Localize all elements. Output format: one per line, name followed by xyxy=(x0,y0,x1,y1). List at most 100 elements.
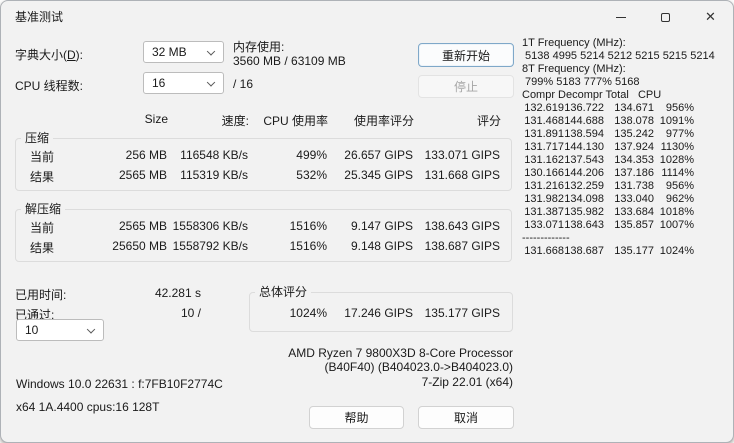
stats-cell: 132.619 xyxy=(524,102,564,114)
arch-info: x64 1A.4400 cpus:16 128T xyxy=(16,400,160,414)
cell-size: 256 MB xyxy=(125,148,167,162)
stats-row: 133.071 138.643 135.857 1007% xyxy=(522,219,732,232)
cell-speed: 116548 KB/s xyxy=(180,148,248,162)
titlebar: 基准测试 ✕ xyxy=(1,1,733,33)
chevron-down-icon xyxy=(86,325,96,334)
os-version: Windows 10.0 22631 : f:7FB10F2774C xyxy=(16,377,223,391)
minimize-icon xyxy=(615,16,626,18)
passes-label: 已通过: xyxy=(15,308,55,322)
cell-size: 25650 MB xyxy=(112,239,167,253)
decompression-group-label: 解压缩 xyxy=(21,202,66,216)
maximize-icon xyxy=(661,12,670,22)
stats-row: 131.891 138.594 135.242 977% xyxy=(522,128,732,141)
header-cpu-usage: CPU 使用率 xyxy=(263,114,328,128)
header-rating-per-usage: 使用率评分 xyxy=(353,114,414,128)
total-rating-value: 135.177 GIPS xyxy=(424,306,500,320)
stats-cell: 1114% xyxy=(661,167,694,179)
table-row: 结果 2565 MB 115319 KB/s 532% 25.345 GIPS … xyxy=(16,168,511,184)
cell-speed: 1558306 KB/s xyxy=(172,219,248,233)
memory-usage-value: 3560 MB / 63109 MB xyxy=(233,54,346,68)
passes-select[interactable]: 10 xyxy=(16,319,104,341)
cell-size: 2565 MB xyxy=(118,168,167,182)
results-table-header: Size 速度: CPU 使用率 使用率评分 评分 xyxy=(15,112,512,128)
stats-totals-row: 131.668 138.687 135.177 1024% xyxy=(522,245,732,258)
cell-cpu-usage: 499% xyxy=(296,148,327,162)
stats-cell: 144.206 xyxy=(564,167,604,179)
freq-8t-label: 8T Frequency (MHz): xyxy=(522,63,626,75)
stats-row: 131.216 132.259 131.738 956% xyxy=(522,180,732,193)
stats-total-compr: 131.668 xyxy=(524,245,564,257)
minimize-button[interactable] xyxy=(598,1,643,33)
freq-1t-values: 5138 4995 5214 5212 5215 5215 5214 xyxy=(522,50,715,62)
stats-cell: 131.387 xyxy=(524,206,564,218)
stats-cell: 131.162 xyxy=(524,154,564,166)
stats-cell: 137.186 xyxy=(614,167,654,179)
cell-rating: 138.687 GIPS xyxy=(424,239,500,253)
stats-cell: 134.353 xyxy=(614,154,654,166)
passes-select-value: 10 xyxy=(25,323,39,337)
stats-cell: 135.242 xyxy=(614,128,654,140)
stats-row: 131.982 134.098 133.040 962% xyxy=(522,193,732,206)
stats-table-header: Compr Decompr Total CPU xyxy=(522,89,662,101)
cpu-threads-total: / 16 xyxy=(233,77,254,91)
stats-rows: 132.619 136.722 134.671 956% 131.468 144.688 1… xyxy=(522,102,732,232)
cell-cpu-usage: 1516% xyxy=(289,239,327,253)
stats-cell: 956% xyxy=(665,180,694,192)
stats-cell: 135.982 xyxy=(564,206,604,218)
close-icon: ✕ xyxy=(705,9,716,24)
cpu-threads-label: CPU 线程数: xyxy=(15,79,84,93)
close-button[interactable]: ✕ xyxy=(688,1,733,33)
cancel-button[interactable]: 取消 xyxy=(418,406,514,429)
stats-cell: 1018% xyxy=(659,206,694,218)
stats-total-cpu: 1024% xyxy=(659,245,694,257)
compression-group: 压缩 当前 256 MB 116548 KB/s 499% 26.657 GIP… xyxy=(15,131,512,191)
elapsed-time-value: 42.281 s xyxy=(154,286,201,300)
compression-group-label: 压缩 xyxy=(21,131,54,145)
frequency-stats-panel: 1T Frequency (MHz): 5138 4995 5214 5212 … xyxy=(522,37,732,258)
row-label-result: 结果 xyxy=(30,170,55,184)
stats-cell: 138.643 xyxy=(564,219,604,231)
cpu-threads-value: 16 xyxy=(152,76,166,90)
row-label-current: 当前 xyxy=(30,150,55,164)
stats-row: 131.717 144.130 137.924 1130% xyxy=(522,141,732,154)
cell-cpu-usage: 1516% xyxy=(289,219,327,233)
total-rating-label: 总体评分 xyxy=(255,285,312,299)
help-button[interactable]: 帮助 xyxy=(309,406,404,429)
total-cpu-usage: 1024% xyxy=(289,306,327,320)
stats-cell: 1130% xyxy=(660,141,694,153)
total-rating-per-usage: 17.246 GIPS xyxy=(344,306,413,320)
window-title: 基准测试 xyxy=(15,10,64,24)
stats-cell: 131.891 xyxy=(524,128,564,140)
row-label-result: 结果 xyxy=(30,241,55,255)
app-version: 7-Zip 22.01 (x64) xyxy=(421,375,513,389)
maximize-button[interactable] xyxy=(643,1,688,33)
stats-cell: 135.857 xyxy=(614,219,654,231)
stats-cell: 131.216 xyxy=(524,180,564,192)
cpu-threads-select[interactable]: 16 xyxy=(143,72,224,94)
total-rating-group: 总体评分 1024% 17.246 GIPS 135.177 GIPS xyxy=(249,285,513,332)
stats-cell: 977% xyxy=(665,128,694,140)
table-row: 结果 25650 MB 1558792 KB/s 1516% 9.148 GIP… xyxy=(16,239,511,255)
passes-value: 10 / xyxy=(180,306,201,320)
stats-cell: 1007% xyxy=(659,219,694,231)
stop-button[interactable]: 停止 xyxy=(418,75,514,98)
cpu-revision: (B40F40) (B404023.0->B404023.0) xyxy=(324,360,513,374)
stats-cell: 133.040 xyxy=(614,193,654,205)
dictionary-size-label: 字典大小(D): xyxy=(15,48,84,62)
cell-rating-per-usage: 26.657 GIPS xyxy=(344,148,413,162)
table-row: 当前 256 MB 116548 KB/s 499% 26.657 GIPS 1… xyxy=(16,148,511,164)
stats-row: 130.166 144.206 137.186 1114% xyxy=(522,167,732,180)
window-controls: ✕ xyxy=(598,1,733,33)
stats-cell: 1091% xyxy=(659,115,694,127)
stats-separator: ------------- xyxy=(522,232,570,244)
stats-cell: 131.738 xyxy=(614,180,654,192)
stats-cell: 144.130 xyxy=(564,141,604,153)
dictionary-size-select[interactable]: 32 MB xyxy=(143,41,224,63)
stats-row: 131.387 135.982 133.684 1018% xyxy=(522,206,732,219)
stats-cell: 134.671 xyxy=(614,102,654,114)
stats-cell: 131.717 xyxy=(524,141,564,153)
stats-cell: 137.543 xyxy=(564,154,604,166)
stats-total-decompr: 138.687 xyxy=(564,245,604,257)
restart-button[interactable]: 重新开始 xyxy=(418,43,514,67)
